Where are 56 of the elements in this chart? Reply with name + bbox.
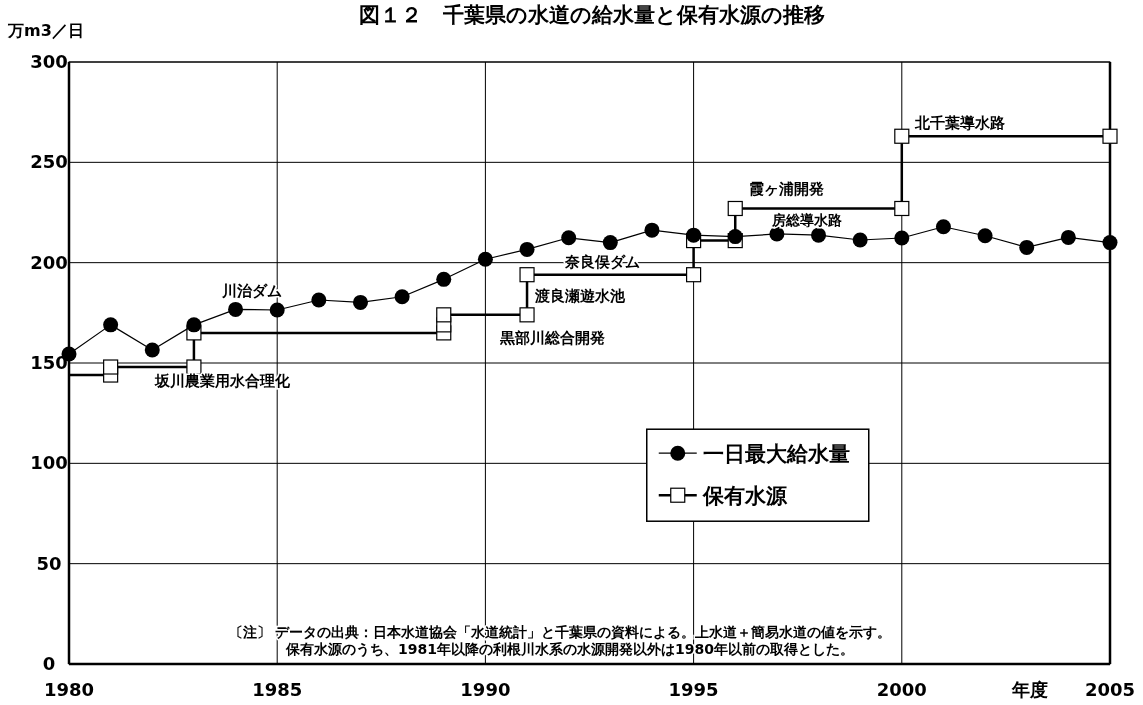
annotation: 渡良瀬遊水池 [534, 287, 626, 305]
point [1019, 239, 1035, 255]
point [602, 235, 618, 251]
point [894, 128, 910, 144]
annotation: 霞ヶ浦開発 [748, 180, 824, 198]
point [186, 317, 202, 333]
point [894, 230, 910, 246]
x-tick-label: 1995 [668, 679, 719, 700]
point [103, 317, 119, 333]
y-tick-label: 0 [42, 653, 56, 674]
point [977, 228, 993, 244]
point [394, 289, 410, 305]
y-tick-label: 50 [36, 552, 62, 574]
x-tick-label: 1990 [460, 679, 511, 700]
x-axis-title: 年度 [1011, 679, 1048, 700]
point [852, 232, 868, 248]
x-tick-label: 1980 [43, 679, 95, 700]
point [727, 200, 743, 217]
point [644, 222, 660, 238]
point [1102, 128, 1118, 144]
point [686, 227, 702, 243]
y-tick-label: 200 [30, 251, 68, 273]
x-tick-label: 1985 [252, 679, 303, 700]
point [144, 342, 160, 358]
point [352, 294, 368, 310]
point [519, 267, 535, 283]
point [811, 227, 827, 243]
y-tick-label: 300 [30, 51, 68, 72]
point [561, 230, 577, 246]
point [935, 219, 951, 235]
point [519, 241, 535, 257]
point [727, 229, 743, 245]
point [228, 301, 244, 317]
point [894, 200, 910, 217]
annotation: 黒部川総合開発 [498, 329, 605, 347]
chart-title: 図１２ 千葉県の水道の給水量と保有水源の推移 [358, 3, 825, 27]
point [311, 292, 327, 308]
legend-label: 保有水源 [701, 484, 788, 509]
point [519, 307, 535, 323]
point [436, 307, 452, 323]
x-tick-label: 2005 [1084, 679, 1136, 700]
y-tick-label: 150 [30, 352, 68, 373]
annotation: 房総導水路 [771, 212, 842, 228]
point [103, 359, 119, 375]
point [436, 271, 452, 287]
point [1060, 229, 1076, 245]
point [269, 302, 285, 318]
legend-label: 一日最大給水量 [702, 442, 850, 467]
annotation: 北千葉導水路 [914, 114, 1005, 132]
point [1102, 235, 1118, 251]
y-tick-label: 100 [30, 452, 68, 474]
y-axis-title: 万m3／日 [7, 21, 84, 40]
point [686, 267, 702, 283]
point [477, 251, 493, 267]
y-tick-label: 250 [30, 151, 68, 173]
x-tick-label: 2000 [876, 679, 927, 700]
